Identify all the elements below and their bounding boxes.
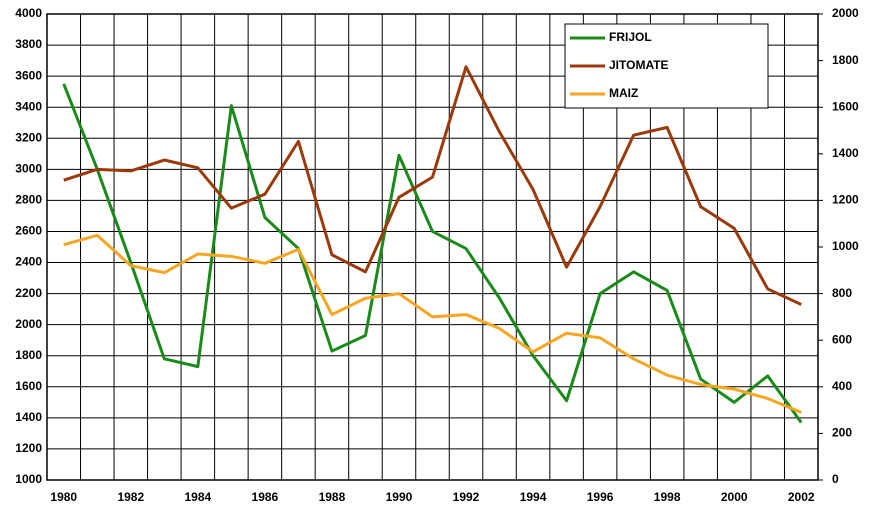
x-tick-label: 1980 bbox=[50, 490, 77, 504]
x-tick-label: 1988 bbox=[319, 490, 346, 504]
series-line bbox=[63, 65, 802, 306]
y-tick-label: 2200 bbox=[15, 286, 42, 300]
y2-tick-label: 1000 bbox=[832, 239, 859, 253]
series-line bbox=[63, 233, 802, 414]
y2-tick-label: 1400 bbox=[832, 146, 859, 160]
x-tick-label: 2000 bbox=[721, 490, 748, 504]
y-tick-label: 3000 bbox=[15, 162, 42, 176]
x-tick-label: 1982 bbox=[117, 490, 144, 504]
x-tick-label: 1986 bbox=[252, 490, 279, 504]
y-tick-label: 3600 bbox=[15, 68, 42, 82]
y-tick-label: 1000 bbox=[15, 472, 42, 486]
x-tick-label: 1992 bbox=[453, 490, 480, 504]
y2-tick-label: 200 bbox=[832, 426, 852, 440]
x-tick-label: 1998 bbox=[654, 490, 681, 504]
series-line bbox=[62, 83, 803, 424]
y-tick-label: 2400 bbox=[15, 255, 42, 269]
y-tick-label: 3400 bbox=[15, 99, 42, 113]
y-tick-label: 1800 bbox=[15, 348, 42, 362]
y-tick-label: 1600 bbox=[15, 379, 42, 393]
legend-label: JITOMATE bbox=[609, 58, 669, 72]
y-tick-label: 1200 bbox=[15, 441, 42, 455]
legend-label: MAIZ bbox=[609, 86, 638, 100]
legend-label: FRIJOL bbox=[609, 30, 652, 44]
y2-tick-label: 600 bbox=[832, 332, 852, 346]
x-tick-label: 1994 bbox=[520, 490, 547, 504]
y-tick-label: 2800 bbox=[15, 193, 42, 207]
y-tick-label: 1400 bbox=[15, 410, 42, 424]
y-tick-label: 3200 bbox=[15, 130, 42, 144]
y-tick-label: 2000 bbox=[15, 317, 42, 331]
y2-tick-label: 2000 bbox=[832, 6, 859, 20]
x-tick-label: 1996 bbox=[587, 490, 614, 504]
x-tick-label: 1990 bbox=[386, 490, 413, 504]
y-tick-label: 2600 bbox=[15, 224, 42, 238]
y2-tick-label: 1800 bbox=[832, 53, 859, 67]
x-tick-label: 1984 bbox=[184, 490, 211, 504]
y2-tick-label: 1200 bbox=[832, 193, 859, 207]
y2-tick-label: 800 bbox=[832, 286, 852, 300]
y-tick-label: 4000 bbox=[15, 6, 42, 20]
y2-tick-label: 400 bbox=[832, 379, 852, 393]
y-tick-label: 3800 bbox=[15, 37, 42, 51]
y2-tick-label: 1600 bbox=[832, 99, 859, 113]
x-tick-label: 2002 bbox=[788, 490, 815, 504]
y2-tick-label: 0 bbox=[832, 472, 839, 486]
